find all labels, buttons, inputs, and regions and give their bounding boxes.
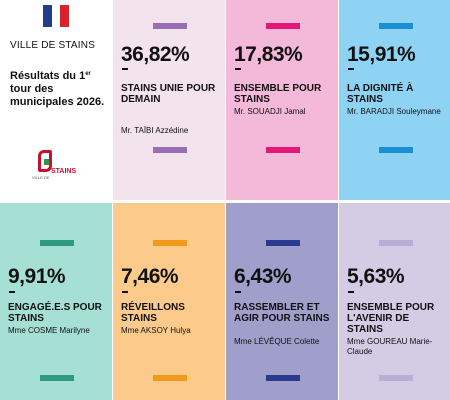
logo-mark-icon [38,150,52,172]
candidate-name: Mr. SOUADJI Jamal [234,107,306,116]
candidate-name: Mr. TAÏBI Azzédine [121,126,189,135]
accent-bar-bottom [379,375,413,381]
list-name: ENSEMBLE POUR STAINS [234,83,322,105]
separator-dash [122,68,128,70]
separator-dash [348,291,354,293]
list-name: ENGAGÉ.E.S POUR STAINS [8,302,102,324]
list-name: LA DIGNITÉ À STAINS [347,83,414,105]
page-title: Résultats du 1er tour des municipales 20… [10,70,105,108]
stains-logo: VILLE DE STAINS [32,150,80,188]
result-card-6: 6,43% RASSEMBLER ET AGIR POUR STAINS Mme… [226,203,338,400]
result-percent: 5,63% [347,265,405,288]
list-name: RASSEMBLER ET AGIR POUR STAINS [234,302,330,324]
accent-bar-bottom [379,147,413,153]
accent-bar-top [379,240,413,246]
result-percent: 15,91% [347,43,416,66]
accent-bar-bottom [40,375,74,381]
candidate-name: Mme LÉVÊQUE Colette [234,337,320,346]
result-card-7: 5,63% ENSEMBLE POUR L'AVENIR DE STAINS M… [339,203,450,400]
list-name: ENSEMBLE POUR L'AVENIR DE STAINS [347,302,435,335]
accent-bar-bottom [153,375,187,381]
candidate-name: Mr. BARADJI Souleymane [347,107,441,116]
list-name: RÉVEILLONS STAINS [121,302,185,324]
accent-bar-top [153,240,187,246]
result-percent: 6,43% [234,265,292,288]
logo-small-text: VILLE DE [32,175,50,180]
accent-bar-top [40,240,74,246]
accent-bar-bottom [266,375,300,381]
accent-bar-bottom [153,147,187,153]
flag-white-stripe [51,5,61,27]
separator-dash [235,68,241,70]
accent-bar-top [379,23,413,29]
candidate-name: Mme COSME Marilyne [8,326,90,335]
separator-dash [348,68,354,70]
result-percent: 9,91% [8,265,66,288]
candidate-name: Mme GOUREAU Marie-Claude [347,337,433,356]
french-flag-icon [43,5,70,27]
flag-blue-stripe [43,5,52,27]
separator-dash [122,291,128,293]
result-card-1: 36,82% STAINS UNIE POUR DEMAIN Mr. TAÏBI… [113,0,225,200]
intro-panel: VILLE DE STAINS Résultats du 1er tour de… [0,0,112,200]
flag-red-stripe [60,5,70,27]
separator-dash [9,291,15,293]
logo-text: STAINS [51,168,77,175]
result-percent: 17,83% [234,43,303,66]
accent-bar-bottom [266,147,300,153]
result-percent: 7,46% [121,265,179,288]
candidate-name: Mme AKSOY Hulya [121,326,191,335]
result-card-4: 9,91% ENGAGÉ.E.S POUR STAINS Mme COSME M… [0,203,112,400]
result-card-2: 17,83% ENSEMBLE POUR STAINS Mr. SOUADJI … [226,0,338,200]
accent-bar-top [266,23,300,29]
city-name: VILLE DE STAINS [10,40,96,51]
result-percent: 36,82% [121,43,190,66]
accent-bar-top [153,23,187,29]
separator-dash [235,291,241,293]
result-card-5: 7,46% RÉVEILLONS STAINS Mme AKSOY Hulya [113,203,225,400]
result-card-3: 15,91% LA DIGNITÉ À STAINS Mr. BARADJI S… [339,0,450,200]
list-name: STAINS UNIE POUR DEMAIN [121,83,216,105]
accent-bar-top [266,240,300,246]
